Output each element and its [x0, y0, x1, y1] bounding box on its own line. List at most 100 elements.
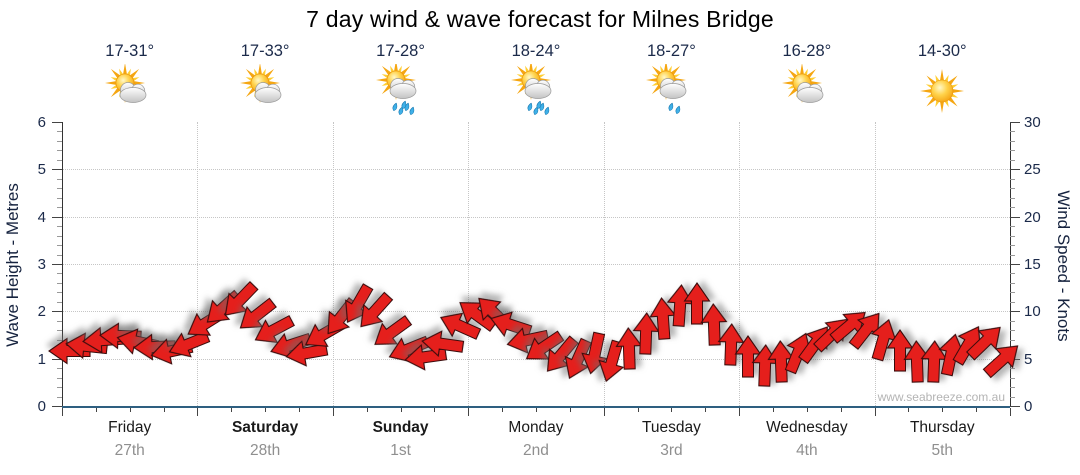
x-major-tick [62, 408, 63, 416]
right-tick-label: 5 [1024, 350, 1033, 368]
gridline-horizontal [62, 169, 1010, 171]
x-minor-tick [806, 408, 808, 412]
left-minor-tick [57, 282, 62, 284]
right-minor-tick [1010, 140, 1015, 142]
wind-arrow [439, 313, 482, 341]
gridline-vertical [739, 122, 741, 406]
wind-arrow [254, 315, 295, 344]
right-minor-tick [1010, 330, 1015, 332]
wind-arrow [952, 326, 981, 367]
right-minor-tick [1010, 282, 1015, 284]
x-minor-tick [400, 408, 402, 412]
x-minor-tick [502, 408, 504, 412]
day-column-monday: 18-24° Monday 2nd [468, 0, 603, 475]
right-minor-tick [1010, 178, 1015, 180]
right-minor-tick [1010, 235, 1015, 237]
temperature-range: 17-33° [240, 42, 290, 60]
wind-arrow [239, 297, 277, 329]
left-major-tick [52, 311, 62, 313]
left-tick-label: 2 [37, 303, 46, 321]
gridline-vertical [468, 122, 470, 406]
day-date: 1st [390, 442, 411, 459]
wind-arrow [632, 312, 660, 355]
temperature-range: 18-24° [511, 42, 561, 60]
day-date: 3rd [660, 442, 683, 459]
right-minor-tick [1010, 131, 1015, 133]
wind-arrow [374, 315, 413, 346]
wind-arrow [564, 337, 593, 379]
left-major-tick [52, 264, 62, 265]
wind-arrow [982, 344, 1018, 378]
wind-arrow [683, 281, 711, 325]
gridline-vertical [197, 122, 199, 406]
left-minor-tick [57, 197, 62, 199]
left-minor-tick [57, 292, 62, 294]
day-name: Wednesday [766, 419, 848, 436]
right-major-tick [1010, 122, 1020, 123]
left-major-tick [52, 216, 62, 218]
x-major-tick [197, 408, 199, 416]
x-minor-tick [908, 408, 910, 412]
gridline-vertical [874, 122, 876, 406]
wind-arrow [920, 340, 948, 384]
wind-arrow [767, 340, 795, 384]
left-major-tick [52, 406, 62, 407]
left-minor-tick [57, 254, 62, 256]
page-title: 7 day wind & wave forecast for Milnes Br… [306, 6, 774, 32]
right-minor-tick [1010, 207, 1015, 209]
day-name: Thursday [909, 419, 975, 436]
right-minor-tick [1010, 197, 1015, 199]
left-tick-label: 0 [37, 398, 46, 415]
left-minor-tick [57, 207, 62, 209]
wind-arrow [421, 329, 465, 357]
left-minor-tick [57, 226, 62, 228]
right-minor-tick [1010, 188, 1015, 190]
right-tick-label: 10 [1024, 303, 1041, 321]
left-minor-tick [57, 150, 62, 152]
left-minor-tick [57, 235, 62, 237]
right-tick-label: 20 [1024, 208, 1041, 226]
right-minor-tick [1010, 226, 1015, 228]
left-tick-label: 5 [37, 161, 46, 179]
right-minor-tick [1010, 368, 1015, 370]
x-minor-tick [671, 408, 673, 412]
gridline-horizontal [62, 264, 1010, 265]
x-major-tick [874, 408, 876, 416]
x-major-tick [1010, 408, 1011, 416]
left-tick-label: 3 [37, 256, 46, 273]
x-minor-tick [299, 408, 300, 412]
day-name: Sunday [372, 419, 429, 436]
wind-arrow [615, 327, 643, 370]
x-minor-tick [434, 408, 436, 412]
day-date: 2nd [523, 442, 549, 459]
x-minor-tick [536, 408, 537, 412]
gridline-vertical [332, 122, 334, 406]
wind-arrow [506, 326, 549, 354]
left-tick-label: 1 [37, 350, 46, 368]
showers-icon [375, 60, 427, 116]
left-minor-tick [57, 178, 62, 180]
wind-arrow [870, 318, 897, 362]
x-minor-tick [976, 408, 978, 412]
right-minor-tick [1010, 387, 1015, 389]
day-column-sunday: 17-28° Sunday 1st [333, 0, 468, 475]
right-minor-tick [1010, 150, 1015, 152]
x-minor-tick [129, 408, 131, 412]
wind-arrow [848, 312, 880, 351]
x-minor-tick [231, 408, 233, 412]
x-major-tick [468, 408, 470, 416]
wind-arrow [886, 329, 914, 372]
right-tick-label: 15 [1024, 256, 1041, 273]
right-major-tick [1010, 264, 1020, 265]
x-minor-tick [95, 408, 97, 412]
day-column-friday: 17-31° Friday 27th [62, 0, 197, 475]
partly-cloudy-icon [239, 63, 291, 116]
wind-arrow [547, 335, 580, 372]
left-minor-tick [57, 339, 62, 341]
showers-icon [510, 60, 562, 116]
right-major-tick [1010, 216, 1020, 218]
day-column-thursday: 14-30° Thursday 5th [875, 0, 1010, 475]
right-major-tick [1010, 406, 1020, 407]
right-tick-label: 0 [1024, 398, 1033, 415]
